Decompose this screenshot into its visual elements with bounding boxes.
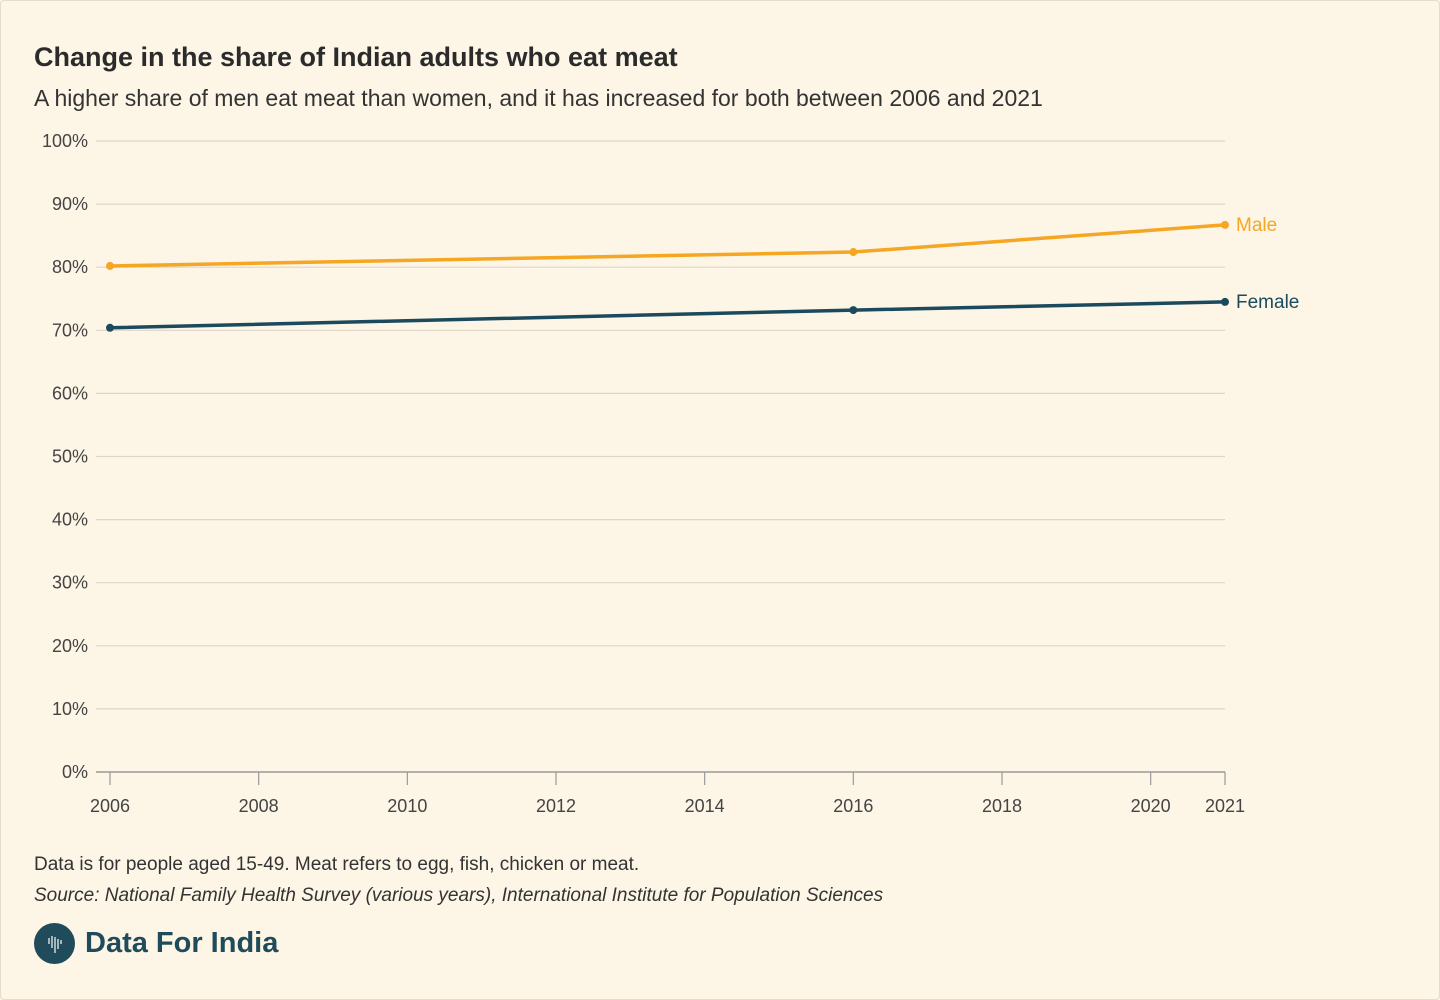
x-tick-label: 2010 <box>387 796 427 816</box>
data-point <box>849 306 858 315</box>
x-tick-label: 2008 <box>239 796 279 816</box>
data-point <box>106 261 114 270</box>
data-point <box>1221 220 1229 229</box>
series-line-male <box>109 223 1226 268</box>
y-tick-label: 90% <box>52 194 88 214</box>
series-line-female <box>109 300 1226 330</box>
x-tick-label: 2018 <box>982 796 1022 816</box>
x-tick-label: 2014 <box>685 796 725 816</box>
y-tick-label: 30% <box>52 573 88 593</box>
series-label-male: Male <box>1236 215 1277 236</box>
x-tick-label: 2006 <box>90 796 130 816</box>
india-map-logo-icon <box>34 923 75 964</box>
chart-subtitle: A higher share of men eat meat than wome… <box>34 85 1043 111</box>
source-note: Source: National Family Health Survey (v… <box>34 885 884 906</box>
x-tick-label: 2021 <box>1205 796 1245 816</box>
y-tick-label: 100% <box>42 131 88 151</box>
y-tick-label: 60% <box>52 383 88 403</box>
y-tick-label: 10% <box>52 699 88 719</box>
brand-name: Data For India <box>85 927 279 959</box>
brand: Data For India <box>34 923 278 964</box>
chart-title: Change in the share of Indian adults who… <box>34 42 678 72</box>
x-tick-label: 2020 <box>1131 796 1171 816</box>
data-point <box>849 248 858 257</box>
y-tick-label: 40% <box>52 510 88 530</box>
x-tick-label: 2012 <box>536 796 576 816</box>
y-tick-label: 0% <box>62 762 88 782</box>
data-note: Data is for people aged 15-49. Meat refe… <box>34 854 640 875</box>
series-label-female: Female <box>1236 292 1299 313</box>
y-tick-label: 70% <box>52 320 88 340</box>
y-tick-label: 80% <box>52 257 88 277</box>
data-point <box>1221 297 1229 306</box>
y-tick-label: 20% <box>52 636 88 656</box>
data-point <box>106 323 114 332</box>
x-tick-label: 2016 <box>833 796 873 816</box>
y-tick-label: 50% <box>52 447 88 467</box>
